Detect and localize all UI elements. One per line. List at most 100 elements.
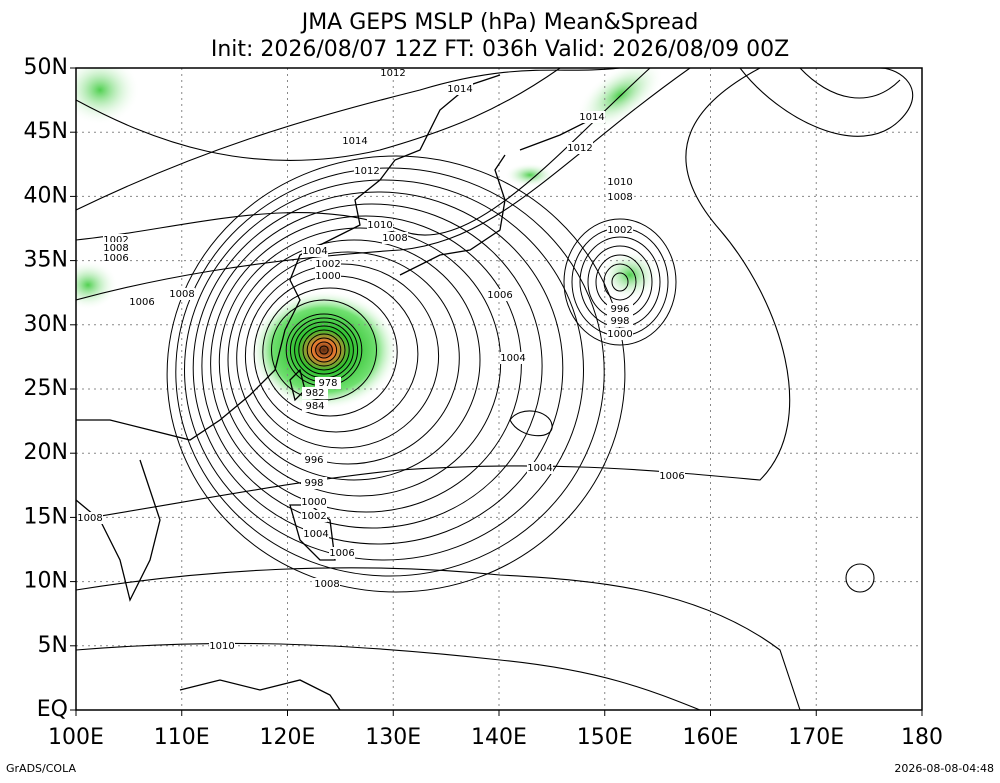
- label-backing: [302, 387, 328, 399]
- isobar: [244, 263, 440, 449]
- lon-tick-label: 140E: [471, 725, 527, 750]
- contour-label: 1008: [314, 579, 339, 590]
- label-backing: [301, 510, 327, 522]
- label-backing: [567, 142, 593, 154]
- label-backing: [129, 296, 155, 308]
- isobar: [611, 272, 629, 292]
- contour-label: 1006: [659, 471, 684, 482]
- contour-label: 998: [304, 478, 323, 489]
- isobar: [310, 337, 338, 363]
- contour-label: 1008: [77, 513, 102, 524]
- isobar: [76, 68, 651, 241]
- contour-label: 1008: [382, 233, 407, 244]
- label-backing: [500, 352, 526, 364]
- label-backing: [607, 303, 633, 315]
- label-backing: [315, 258, 341, 270]
- isobar: [509, 410, 553, 437]
- contour-label: 998: [610, 316, 629, 327]
- lat-tick-label: 10N: [24, 569, 68, 594]
- label-backing: [315, 377, 341, 389]
- contour-label: 1014: [342, 136, 367, 147]
- contour-label: 1008: [607, 192, 632, 203]
- footer-left: GrADS/COLA: [6, 762, 76, 775]
- label-backing: [103, 252, 129, 264]
- contour-label: 1004: [303, 529, 328, 540]
- label-backing: [607, 224, 633, 236]
- isobar: [298, 325, 350, 375]
- coastline: [399, 154, 506, 276]
- contour-label: 1000: [315, 271, 340, 282]
- isobar: [845, 563, 875, 593]
- isobar: [799, 68, 901, 99]
- axes: 50N 45N 40N 35N 30N 25N 20N 15N 10N 5N EQ 100E 110E 1…: [24, 55, 943, 750]
- contour-label: 1010: [209, 641, 234, 652]
- isobar: [227, 239, 481, 481]
- label-backing: [487, 289, 513, 301]
- lat-tick-label: 30N: [24, 312, 68, 337]
- contour-label: 1004: [302, 246, 327, 257]
- grid: [76, 68, 922, 710]
- label-backing: [169, 288, 195, 300]
- lat-tick-label: 20N: [24, 440, 68, 465]
- label-backing: [659, 470, 685, 482]
- label-backing: [77, 512, 103, 524]
- label-backing: [301, 496, 327, 508]
- contour-label: 1014: [447, 84, 472, 95]
- contour-label: 1006: [487, 290, 512, 301]
- contour-label: 996: [610, 304, 629, 315]
- lat-tick-label: 35N: [24, 248, 68, 273]
- contour-label: 1004: [527, 463, 552, 474]
- lat-tick-label: 45N: [24, 119, 68, 144]
- contour-label: 1002: [301, 511, 326, 522]
- lon-tick-label: 180: [901, 725, 943, 750]
- spread-shading: [505, 163, 555, 187]
- lon-tick-label: 160E: [683, 725, 739, 750]
- label-backing: [579, 111, 605, 123]
- lon-tick-label: 170E: [788, 725, 844, 750]
- isobar: [175, 167, 605, 577]
- contour-label: 978: [318, 378, 337, 389]
- typhoon-isobars: [166, 155, 677, 593]
- label-backing: [382, 232, 408, 244]
- isobar: [76, 68, 621, 211]
- label-backing: [314, 578, 340, 590]
- label-backing: [103, 242, 129, 254]
- lat-tick-label: 40N: [24, 183, 68, 208]
- label-backing: [527, 462, 553, 474]
- isobar: [76, 68, 791, 521]
- contour-label: 1002: [103, 235, 128, 246]
- contour-label: 1004: [500, 353, 525, 364]
- isobar: [302, 329, 346, 371]
- label-backing: [367, 219, 393, 231]
- contour-label: 1010: [367, 220, 392, 231]
- isobar: [184, 179, 584, 561]
- lat-tick-label: EQ: [37, 697, 68, 722]
- spread-shading: [249, 290, 399, 410]
- contour-labels: 1012101410141012101010081004100210001006…: [77, 68, 685, 652]
- coastline: [76, 74, 501, 441]
- contour-label: 1002: [607, 225, 632, 236]
- isobar: [76, 68, 561, 161]
- label-backing: [607, 328, 633, 340]
- lat-tick-label: 25N: [24, 376, 68, 401]
- lat-tick-label: 5N: [38, 633, 68, 658]
- lon-tick-label: 150E: [577, 725, 633, 750]
- label-backing: [301, 454, 327, 466]
- isobar: [236, 251, 460, 465]
- label-backing: [607, 176, 633, 188]
- subtitle: Init: 2026/08/07 12Z FT: 036h Valid: 202…: [211, 37, 789, 62]
- contour-label: 984: [305, 401, 324, 412]
- lat-tick-label: 15N: [24, 504, 68, 529]
- lon-tick-label: 110E: [154, 725, 210, 750]
- contour-label: 1006: [129, 297, 154, 308]
- isobar: [192, 191, 564, 545]
- isobar: [262, 287, 398, 417]
- contour-label: 1012: [567, 143, 592, 154]
- isobar: [315, 341, 333, 359]
- isobar: [319, 345, 329, 355]
- lon-tick-label: 100E: [48, 725, 104, 750]
- isobar: [603, 263, 637, 301]
- contour-label: 1006: [103, 253, 128, 264]
- label-backing: [303, 528, 329, 540]
